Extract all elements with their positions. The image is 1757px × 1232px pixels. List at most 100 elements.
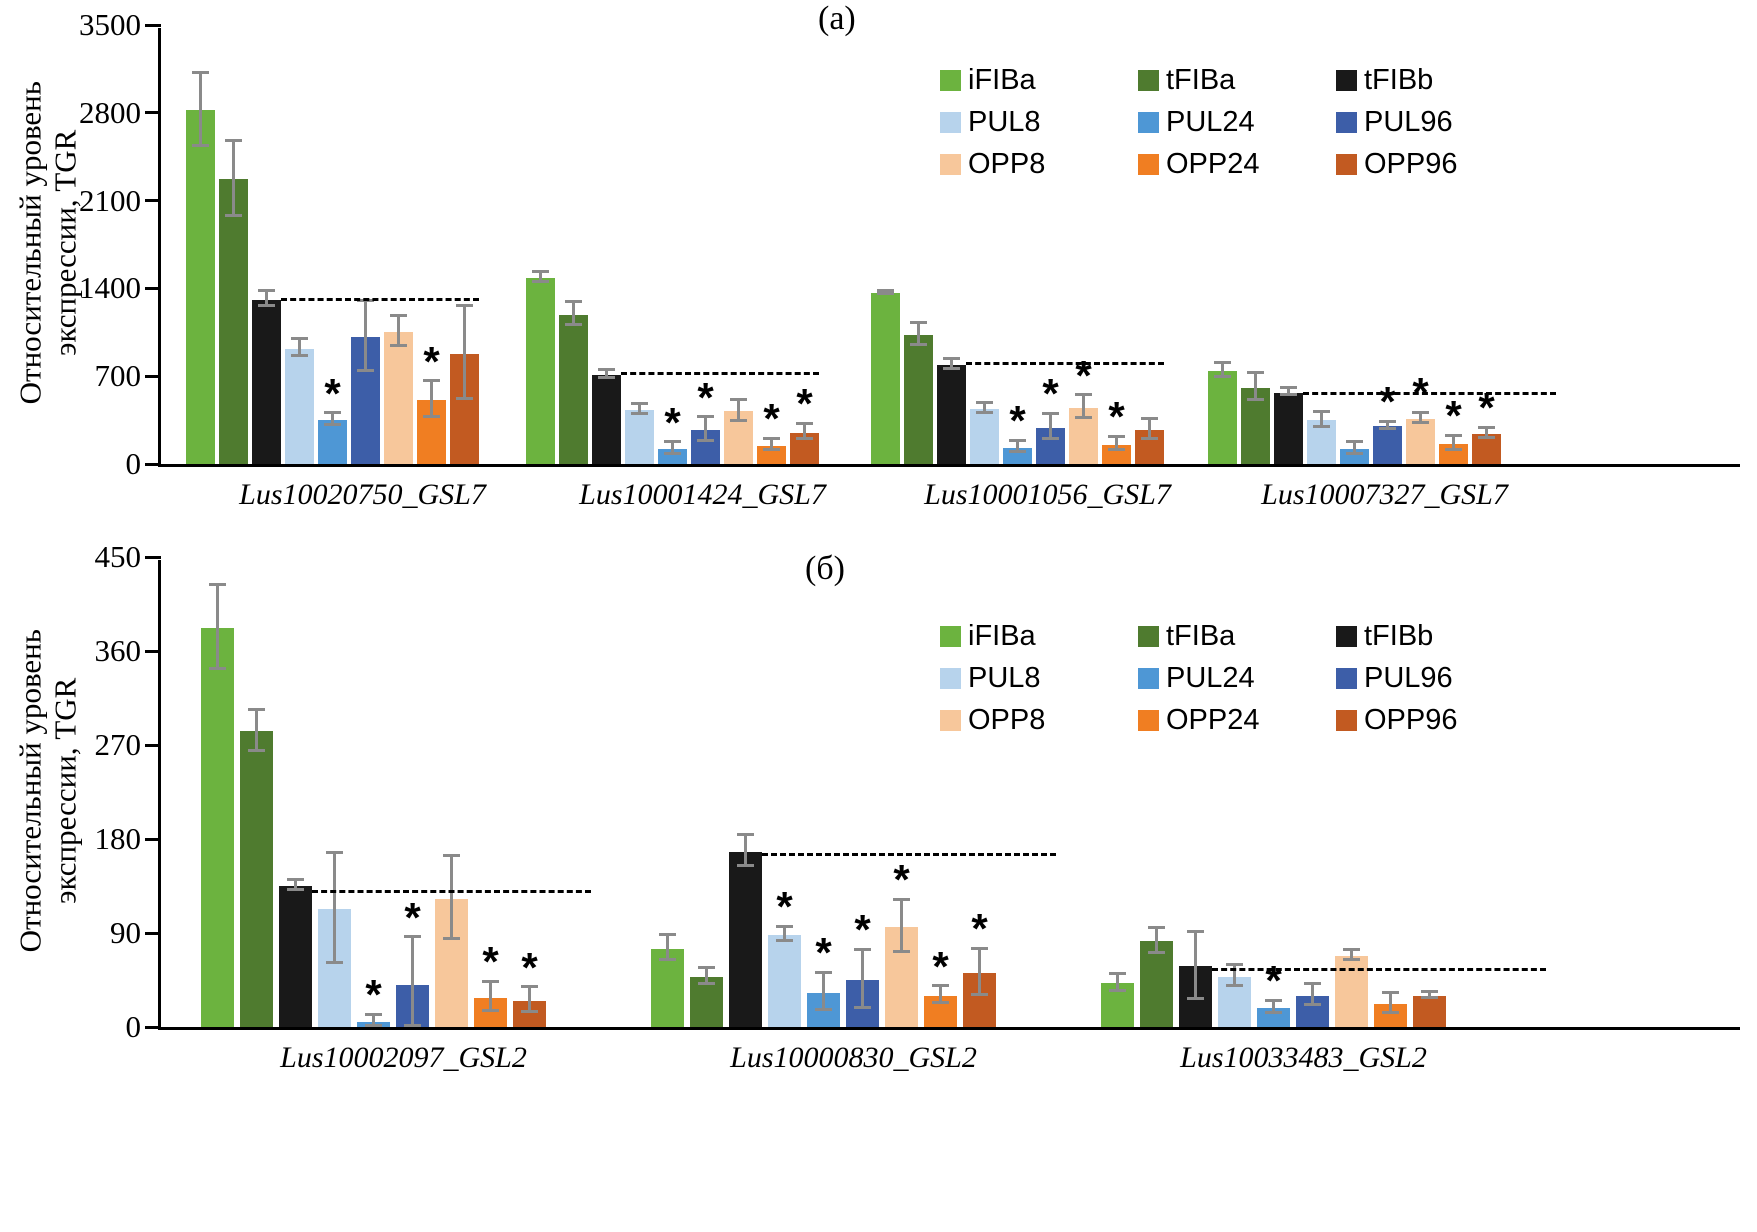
- error-bar-cap: [1346, 451, 1363, 455]
- error-bar: [1320, 412, 1323, 428]
- y-tick-mark: [145, 111, 161, 115]
- error-bar: [1287, 389, 1290, 396]
- error-bar-cap: [1109, 988, 1126, 992]
- y-tick-label: 2100: [79, 182, 141, 218]
- legend-label: tFIBb: [1364, 64, 1434, 96]
- y-tick-mark: [145, 462, 161, 466]
- error-bar-cap: [209, 583, 226, 587]
- error-bar: [1016, 442, 1019, 454]
- error-bar-cap: [1343, 947, 1360, 951]
- error-bar: [900, 900, 903, 953]
- bar-tFIBa: [904, 334, 933, 464]
- error-bar-cap: [932, 984, 949, 988]
- error-bar-cap: [1478, 425, 1495, 429]
- panel-a-label: (а): [818, 0, 856, 37]
- error-bar-cap: [404, 1024, 421, 1027]
- error-bar-cap: [291, 354, 308, 358]
- legend-swatch: [1336, 154, 1357, 175]
- error-bar-cap: [192, 143, 209, 147]
- group-label: Lus10001424_GSL7: [579, 478, 826, 511]
- error-bar-cap: [390, 314, 407, 318]
- legend-swatch: [940, 710, 961, 731]
- significance-asterisk: *: [815, 929, 832, 977]
- error-bar: [822, 973, 825, 1012]
- error-bar-cap: [815, 1008, 832, 1012]
- error-bar-cap: [248, 707, 265, 711]
- y-tick-mark: [145, 374, 161, 378]
- legend-label: PUL24: [1166, 106, 1255, 138]
- legend-label: iFIBa: [968, 620, 1036, 652]
- error-bar-cap: [763, 448, 780, 452]
- error-bar-cap: [893, 949, 910, 953]
- legend-swatch: [940, 112, 961, 133]
- error-bar: [1452, 437, 1455, 451]
- error-bar-cap: [1313, 424, 1330, 428]
- significance-asterisk: *: [1009, 397, 1026, 445]
- bar-iFIBa: [871, 293, 900, 464]
- error-bar: [216, 586, 219, 670]
- error-bar: [294, 880, 297, 892]
- error-bar: [1353, 443, 1356, 455]
- y-tick-mark: [145, 837, 161, 841]
- error-bar: [1049, 415, 1052, 441]
- error-bar: [770, 440, 773, 452]
- error-bar-cap: [910, 320, 927, 324]
- bar-tFIBb: [1274, 392, 1303, 464]
- error-bar-cap: [1412, 420, 1429, 424]
- significance-asterisk: *: [796, 380, 813, 428]
- error-bar: [917, 323, 920, 347]
- panel-a-plot-area: 0 700 1400 2100 2800 3500 * * Lus10020750_GSL7 * *…: [79, 8, 1740, 511]
- bar-tFIBb: [279, 886, 312, 1027]
- bar-tFIBb: [252, 299, 281, 464]
- y-tick-label: 700: [94, 358, 142, 394]
- y-tick-mark: [145, 931, 161, 935]
- error-bar-cap: [932, 1001, 949, 1005]
- y-tick-label: 270: [94, 727, 142, 762]
- y-tick-mark: [145, 555, 161, 559]
- legend-swatch: [1336, 112, 1357, 133]
- panel-b-plot-area: 0 90 180 270 360 450 * * * * Lus10002097_GSL2 * * * * *…: [95, 540, 1740, 1074]
- legend-item-PUL96: PUL96: [1336, 106, 1534, 139]
- significance-asterisk: *: [1108, 392, 1125, 440]
- error-bar-cap: [1226, 984, 1243, 988]
- y-tick-mark: [145, 199, 161, 203]
- error-bar-cap: [1187, 996, 1204, 1000]
- error-bar-cap: [1075, 415, 1092, 419]
- error-bar: [411, 938, 414, 1027]
- error-bar-cap: [225, 138, 242, 142]
- error-bar-cap: [943, 356, 960, 360]
- significance-asterisk: *: [423, 337, 440, 385]
- bar-tFIBa: [219, 179, 248, 464]
- error-bar-cap: [258, 304, 275, 308]
- error-bar-cap: [976, 400, 993, 404]
- y-tick-label: 2800: [79, 94, 141, 130]
- bar-group: * Lus10033483_GSL2: [1101, 560, 1546, 1074]
- error-bar: [803, 425, 806, 441]
- error-bar-cap: [1226, 963, 1243, 967]
- legend-label: iFIBa: [968, 64, 1036, 96]
- error-bar-cap: [1280, 392, 1297, 396]
- error-bar-cap: [1382, 990, 1399, 994]
- legend-label: tFIBa: [1166, 64, 1236, 96]
- legend-label: PUL96: [1364, 662, 1453, 694]
- legend-item-OPP24: OPP24: [1138, 704, 1336, 737]
- bar-iFIBa: [1208, 371, 1237, 464]
- error-bar-cap: [1412, 410, 1429, 414]
- error-bar-cap: [521, 985, 538, 989]
- error-bar-cap: [1141, 417, 1158, 421]
- significance-asterisk: *: [763, 395, 780, 443]
- significance-asterisk: *: [482, 938, 499, 986]
- error-bar-cap: [763, 437, 780, 441]
- error-bar-cap: [1009, 450, 1026, 454]
- significance-asterisk: *: [365, 970, 382, 1018]
- error-bar-cap: [1148, 950, 1165, 954]
- error-bar-cap: [854, 947, 871, 951]
- error-bar-cap: [893, 897, 910, 901]
- error-bar-cap: [357, 369, 374, 373]
- error-bar-cap: [1042, 437, 1059, 441]
- error-bar-cap: [1108, 448, 1125, 452]
- error-bar: [331, 414, 334, 426]
- y-tick-mark: [145, 649, 161, 653]
- bar-group: * * * * Lus10002097_GSL2: [201, 560, 591, 1074]
